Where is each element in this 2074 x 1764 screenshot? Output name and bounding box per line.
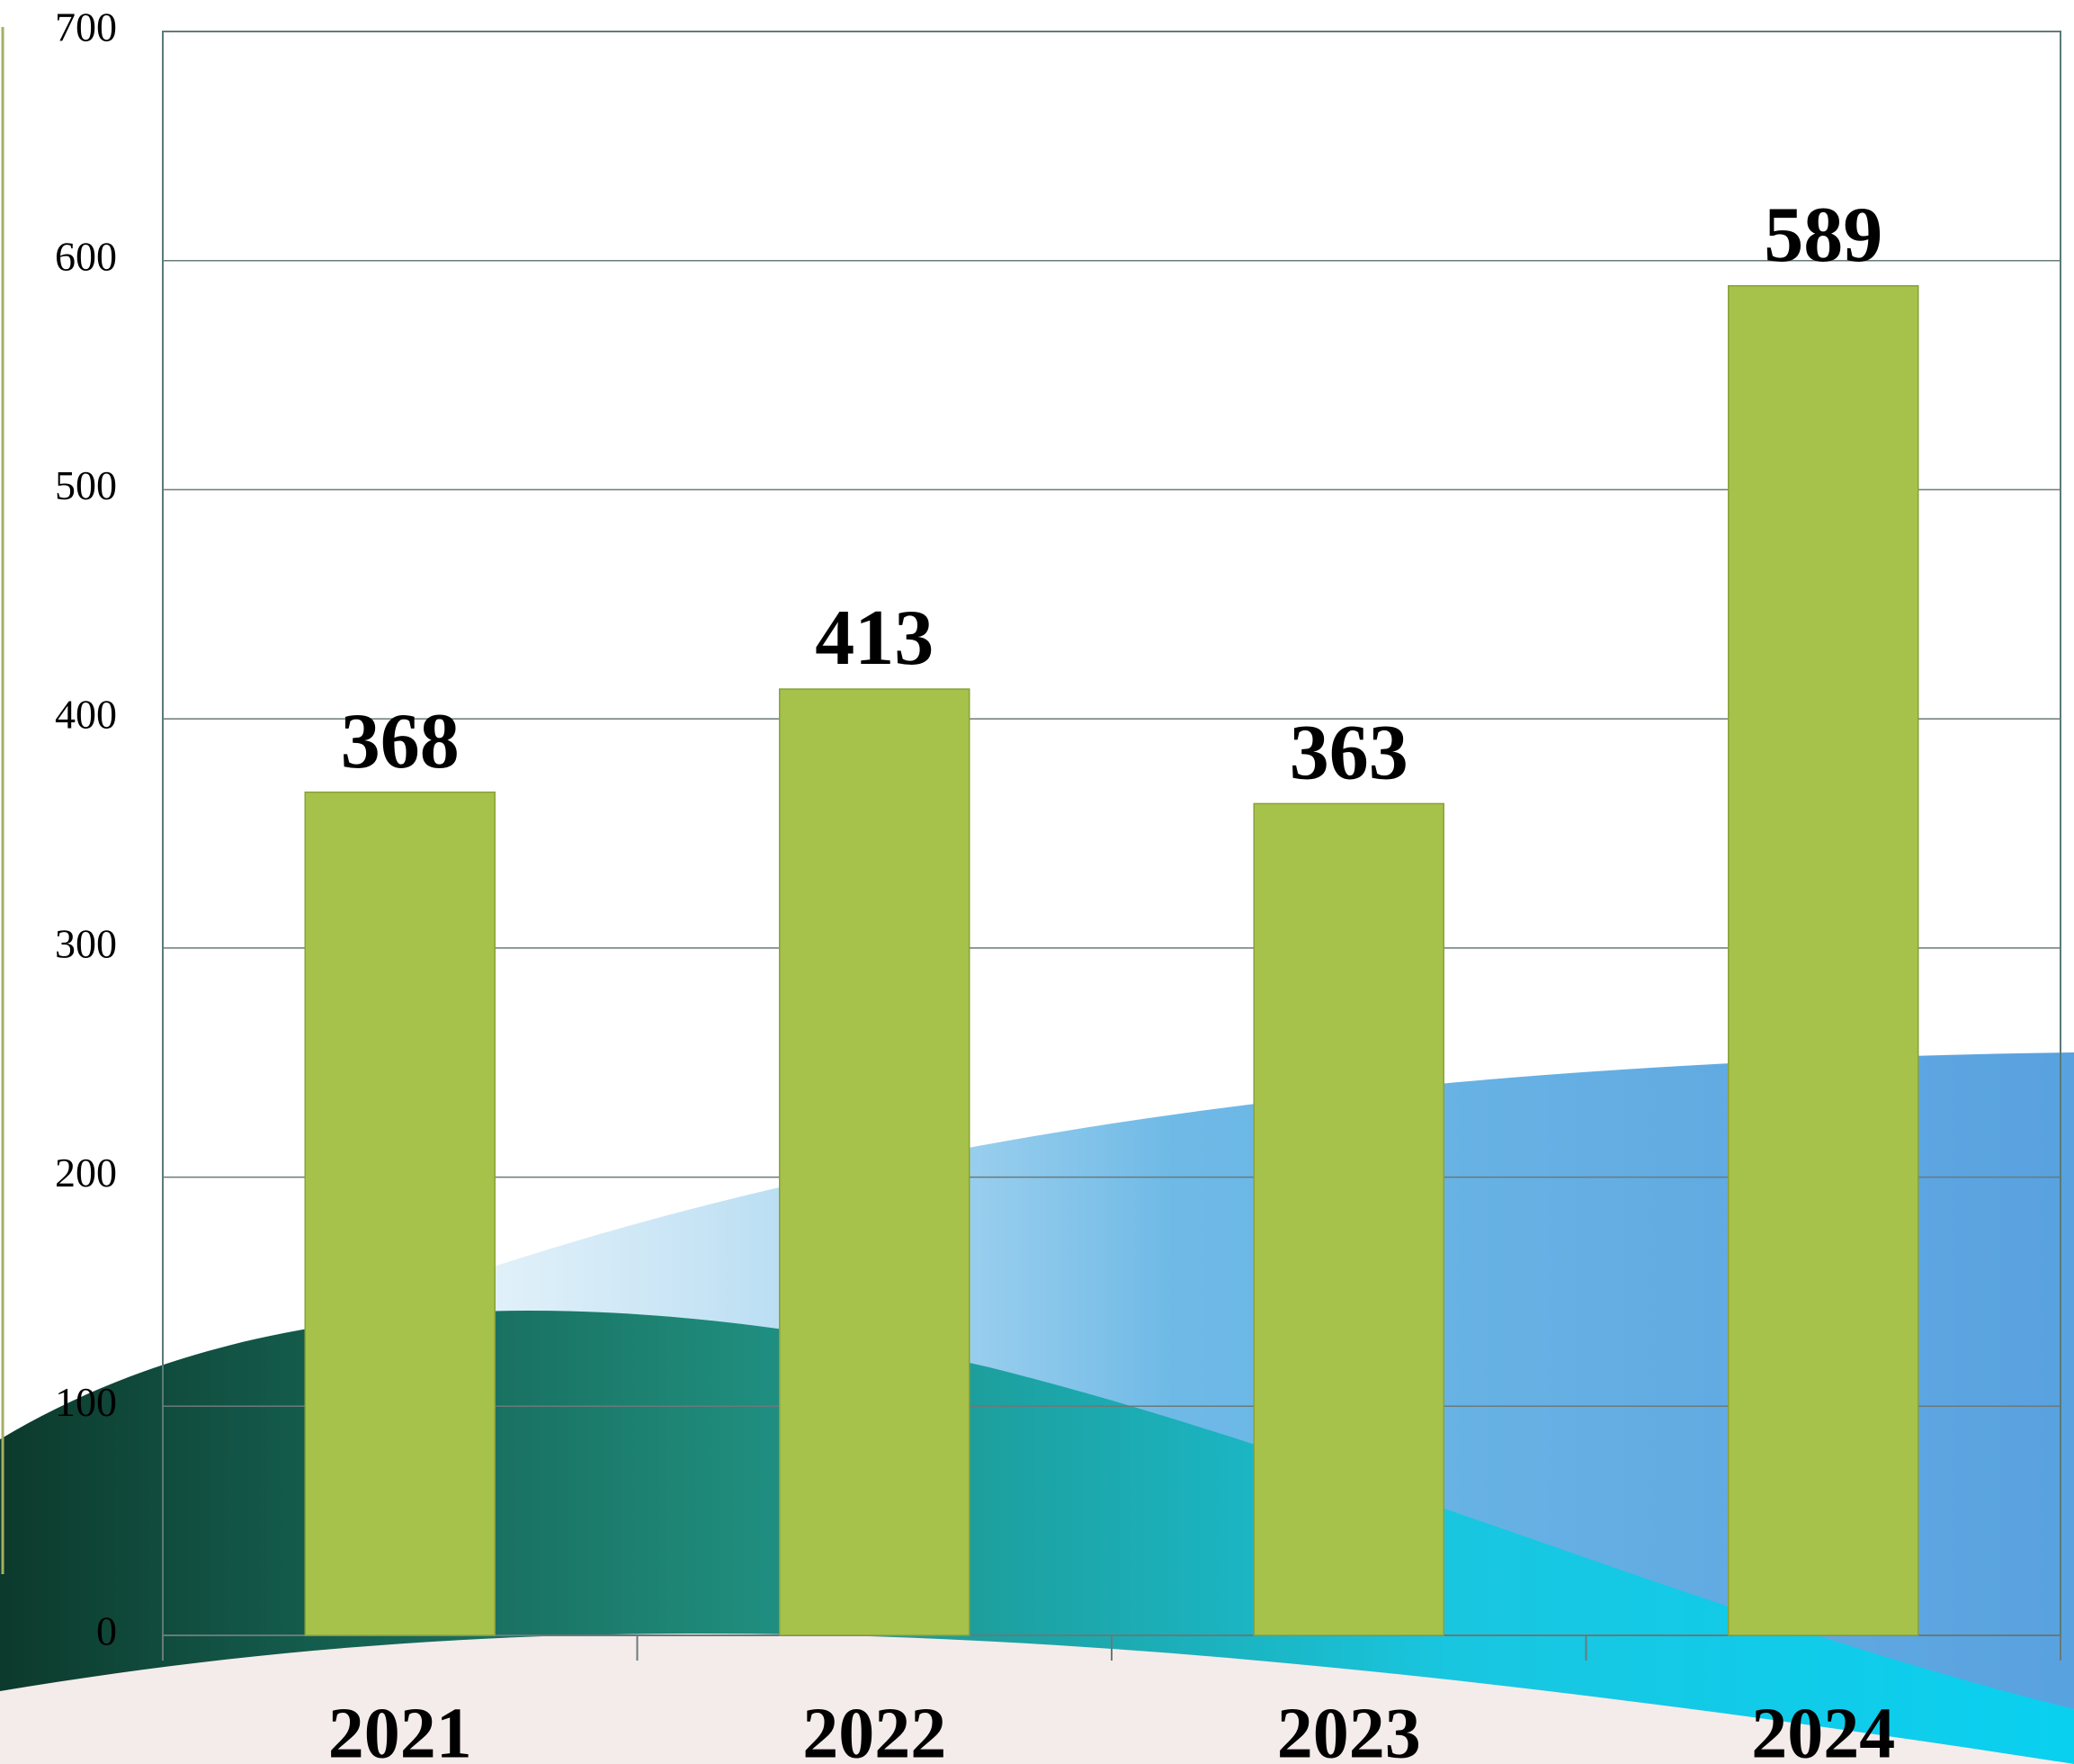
bar: [1728, 284, 1919, 1636]
y-tick-label: 0: [96, 1608, 117, 1654]
x-tick-label: 2024: [1751, 1694, 1895, 1764]
value-label: 589: [1764, 192, 1882, 279]
value-label: 368: [341, 698, 460, 785]
x-tick-label: 2022: [802, 1694, 946, 1764]
y-tick-label: 200: [55, 1150, 117, 1195]
bar: [779, 688, 970, 1636]
bar: [304, 791, 496, 1636]
background-wave: [0, 1052, 2074, 1764]
value-label: 413: [815, 595, 934, 682]
value-label: 363: [1290, 710, 1408, 797]
y-tick-label: 700: [55, 4, 117, 50]
x-tick-label: 2021: [328, 1694, 472, 1764]
y-tick-label: 600: [55, 233, 117, 279]
bar: [1253, 802, 1444, 1636]
y-tick-label: 300: [55, 920, 117, 966]
y-tick-label: 400: [55, 692, 117, 738]
y-tick-label: 100: [55, 1379, 117, 1425]
x-tick-label: 2023: [1277, 1694, 1421, 1764]
y-tick-label: 500: [55, 462, 117, 508]
